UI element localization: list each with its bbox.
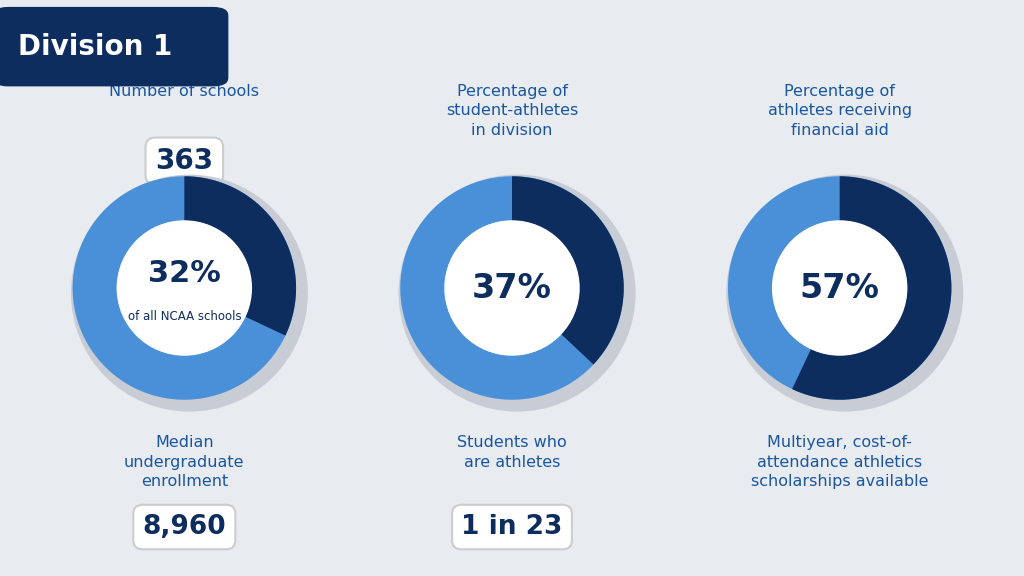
Text: Percentage of
athletes receiving
financial aid: Percentage of athletes receiving financi… [768, 84, 911, 138]
Circle shape [445, 221, 579, 355]
Polygon shape [728, 176, 951, 400]
Circle shape [118, 221, 251, 355]
Polygon shape [400, 176, 624, 400]
Text: 57%: 57% [800, 271, 880, 305]
Text: Number of schools: Number of schools [110, 84, 259, 98]
Text: Division 1: Division 1 [18, 33, 173, 60]
Polygon shape [184, 176, 296, 336]
Text: 363: 363 [156, 147, 213, 175]
Text: of all NCAA schools: of all NCAA schools [128, 310, 241, 323]
Text: 37%: 37% [472, 271, 552, 305]
Circle shape [727, 175, 963, 411]
FancyBboxPatch shape [0, 7, 228, 86]
Polygon shape [73, 176, 296, 400]
Text: Students who
are athletes: Students who are athletes [457, 435, 567, 469]
Text: Median
undergraduate
enrollment: Median undergraduate enrollment [124, 435, 245, 490]
Circle shape [399, 175, 635, 411]
Text: Multiyear, cost-of-
attendance athletics
scholarships available: Multiyear, cost-of- attendance athletics… [751, 435, 929, 490]
Text: Percentage of
student-athletes
in division: Percentage of student-athletes in divisi… [445, 84, 579, 138]
Circle shape [773, 221, 906, 355]
Circle shape [72, 175, 307, 411]
Text: 1 in 23: 1 in 23 [462, 514, 562, 540]
Text: 32%: 32% [147, 259, 221, 288]
Polygon shape [512, 176, 624, 365]
Text: 8,960: 8,960 [142, 514, 226, 540]
Polygon shape [793, 176, 951, 400]
